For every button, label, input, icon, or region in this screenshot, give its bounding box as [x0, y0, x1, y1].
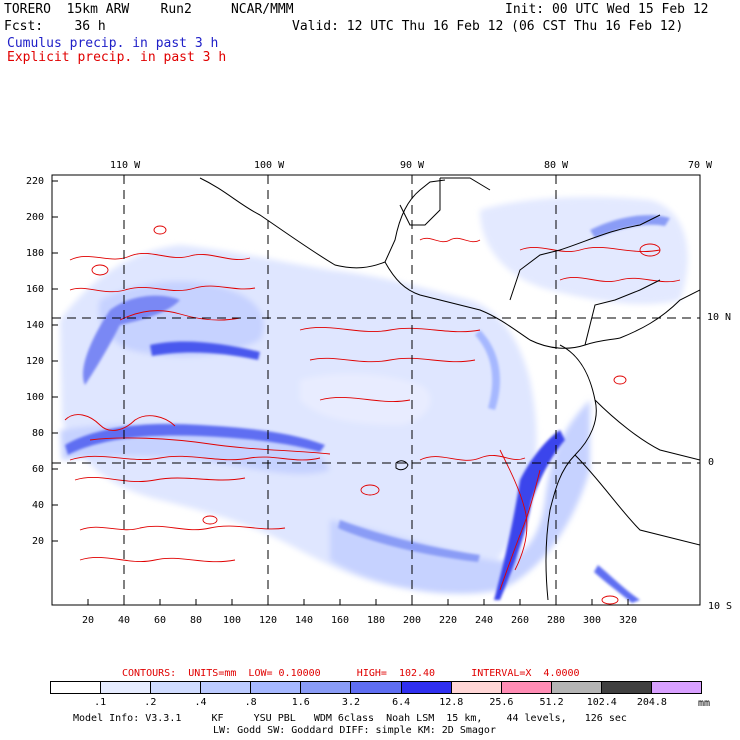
valid-time: Valid: 12 UTC Thu 16 Feb 12 (06 CST Thu …	[292, 19, 684, 34]
legend-unit: mm	[698, 698, 711, 709]
x-tick-marks	[87, 599, 629, 605]
legend-swatch	[351, 682, 402, 693]
x-tick-label: 40	[118, 615, 131, 626]
lat-label-10s: 10 S	[708, 601, 733, 612]
x-tick-label: 280	[547, 615, 566, 626]
coastlines	[199, 177, 700, 601]
legend-swatch	[101, 682, 152, 693]
lat-label-0: 0	[708, 457, 715, 468]
x-tick-label: 320	[619, 615, 638, 626]
y-tick-label: 180	[26, 248, 45, 259]
y-tick-label: 40	[32, 500, 45, 511]
precip-color-legend	[50, 681, 702, 694]
legend-value: 6.4	[392, 697, 411, 708]
lon-label-90w: 90 W	[400, 160, 425, 171]
legend-value: 12.8	[439, 697, 464, 708]
legend-swatch	[201, 682, 252, 693]
y-tick-label: 100	[26, 392, 45, 403]
y-tick-label: 200	[26, 212, 45, 223]
legend-swatch	[301, 682, 352, 693]
legend-swatch	[51, 682, 102, 693]
y-tick-label: 20	[32, 536, 45, 547]
legend-value: 1.6	[291, 697, 310, 708]
x-tick-label: 20	[82, 615, 95, 626]
lon-label-80w: 80 W	[544, 160, 569, 171]
y-tick-label: 140	[26, 320, 45, 331]
legend-value: .2	[144, 697, 157, 708]
y-tick-label: 60	[32, 464, 45, 475]
y-tick-label: 160	[26, 284, 45, 295]
lon-label-70w: 70 W	[688, 160, 713, 171]
x-tick-label: 260	[511, 615, 530, 626]
x-tick-label: 140	[295, 615, 314, 626]
legend-swatch	[151, 682, 202, 693]
x-tick-label: 180	[367, 615, 386, 626]
legend-swatch	[251, 682, 302, 693]
legend-value: .1	[94, 697, 107, 708]
x-tick-label: 120	[259, 615, 278, 626]
x-tick-label: 200	[403, 615, 422, 626]
x-tick-label: 300	[583, 615, 602, 626]
legend-value: 25.6	[489, 697, 514, 708]
legend-value: .8	[244, 697, 257, 708]
x-tick-label: 80	[190, 615, 203, 626]
legend-value: .4	[194, 697, 207, 708]
legend-swatch	[501, 682, 552, 693]
legend-swatch	[401, 682, 452, 693]
x-tick-label: 160	[331, 615, 350, 626]
explicit-precip-label: Explicit precip. in past 3 h	[7, 50, 227, 65]
model-physics: LW: Godd SW: Goddard DIFF: simple KM: 2D…	[213, 725, 496, 736]
legend-value: 102.4	[586, 697, 617, 708]
legend-swatch	[451, 682, 502, 693]
y-tick-marks	[52, 180, 58, 542]
lat-label-10n: 10 N	[707, 312, 732, 323]
y-tick-label: 80	[32, 428, 45, 439]
model-title: TORERO 15km ARW Run2 NCAR/MMM	[4, 2, 294, 17]
explicit-precip-contours	[64, 225, 681, 605]
x-tick-label: 220	[439, 615, 458, 626]
forecast-hour: Fcst: 36 h	[4, 19, 106, 34]
lat-lon-grid	[52, 175, 700, 605]
legend-value: 51.2	[539, 697, 564, 708]
x-tick-label: 240	[475, 615, 494, 626]
x-tick-label: 60	[154, 615, 167, 626]
cumulus-precip-field	[60, 197, 688, 594]
init-time: Init: 00 UTC Wed 15 Feb 12	[505, 2, 709, 17]
legend-swatch	[551, 682, 602, 693]
legend-swatch	[651, 682, 702, 693]
model-info: Model Info: V3.3.1 KF YSU PBL WDM 6class…	[73, 713, 627, 724]
contours-info: CONTOURS: UNITS=mm LOW= 0.10000 HIGH= 10…	[122, 668, 580, 679]
x-tick-label: 100	[223, 615, 242, 626]
legend-swatch	[601, 682, 652, 693]
cumulus-precip-label: Cumulus precip. in past 3 h	[7, 36, 219, 51]
y-tick-label: 220	[26, 176, 45, 187]
lon-label-100w: 100 W	[254, 160, 285, 171]
lon-label-110w: 110 W	[110, 160, 141, 171]
y-tick-label: 120	[26, 356, 45, 367]
legend-value: 3.2	[341, 697, 360, 708]
legend-value: 204.8	[636, 697, 667, 708]
